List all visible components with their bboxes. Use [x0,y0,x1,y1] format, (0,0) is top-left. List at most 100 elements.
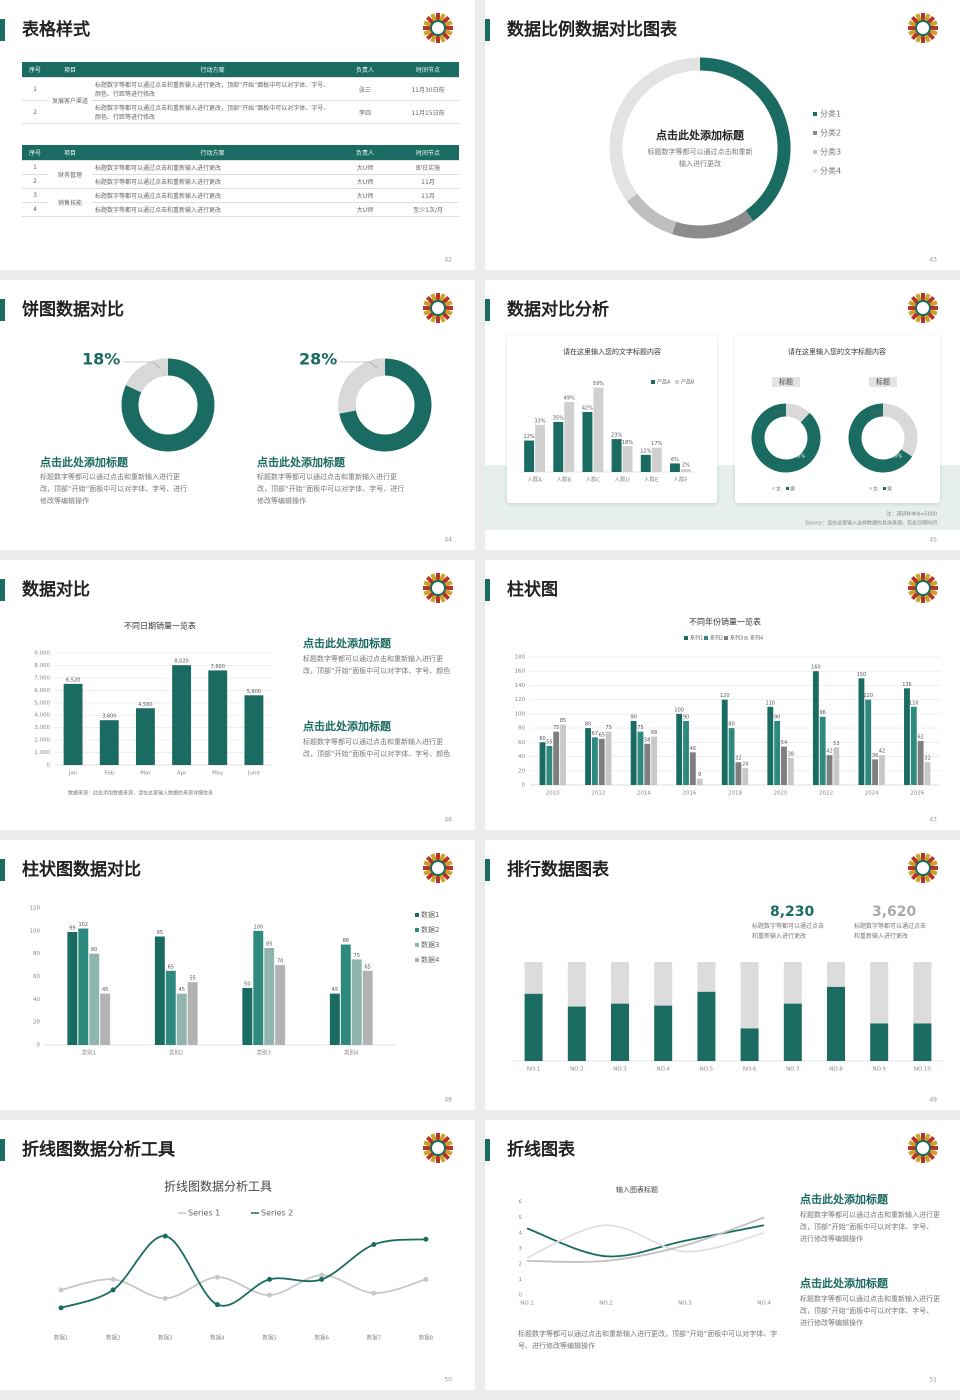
value-label: 160 [811,665,821,671]
bar [611,439,622,472]
cell: 大U师 [333,160,397,175]
value-label: 120 [720,693,730,699]
label-box [869,377,897,387]
chart-title: 请在这里输入您的文字标题内容 [563,347,661,356]
x-tick-label: May [212,771,224,777]
x-tick-label: NO.6 [743,1067,757,1073]
legend-label: 分类4 [820,166,841,176]
bar-segment [913,1023,932,1061]
logo [908,573,938,603]
bar [564,401,575,472]
value-label: 65 [364,964,370,970]
footnote: 数据来源：此处添加数据来源，请在这里输入数据的来源详细信息 [68,790,213,797]
x-tick-label: 人群E [644,476,659,484]
point [214,1274,220,1280]
x-tick-label: Apr [177,771,187,777]
x-tick-label: NO.10 [914,1067,931,1073]
y-tick-label: 40 [518,754,525,760]
value-label: 80 [728,722,734,728]
legend-swatch [684,636,688,640]
x-tick-label: 2024 [865,791,879,797]
x-tick-label: NO.1 [527,1067,540,1073]
x-tick-label: 人群A [527,476,542,484]
bar-segment [740,1028,759,1061]
legend-swatch [813,169,817,173]
bar [651,736,658,785]
slide-title: 柱状图数据对比 [22,859,141,880]
y-tick-label: 5,000 [34,700,50,706]
y-tick-label: 80 [33,951,40,957]
cell: 财务管理 [48,160,92,189]
page-number: 49 [929,1097,937,1104]
x-tick-label: Mar [140,771,151,777]
logo [908,13,938,43]
x-tick-label: 2014 [637,791,651,797]
point [110,1276,116,1282]
value-label: 75 [605,725,611,731]
bar [135,708,155,765]
bar [208,670,228,765]
logo-core [915,300,931,316]
cell: 标题数字等都可以通过点击和重新输入进行更改，顶部“开始”面板中可以对字体、字号、… [92,100,333,124]
cell: 标题数字等都可以通过点击和重新输入进行更改 [92,160,333,175]
logo [423,853,453,883]
bar [781,746,787,785]
y-tick-label: 100 [515,711,526,717]
y-tick-label: 5 [519,1215,523,1221]
value-label: 4,560 [138,702,152,708]
legend-swatch [704,636,708,640]
bar [100,993,111,1045]
logo [423,573,453,603]
bar [275,965,286,1045]
logo-core [915,20,931,36]
logo-core [430,1140,446,1156]
slide-title: 排行数据图表 [507,859,610,880]
x-tick-label: NO.5 [700,1067,714,1073]
x-tick-label: 2016 [682,791,696,797]
stat-value: 3,620 [872,904,917,920]
table-row: 2 标题数字等都可以通过点击和重新输入进行更改 大U师 11月 [22,174,459,189]
value-label: 46 [690,746,696,752]
heading: 点击此处添加标题 [257,456,345,469]
text: 标题数字等都可以通过点击和重新输入进行更改 [647,148,753,168]
value-label: 45 [179,987,185,993]
value-label: 65 [168,964,174,970]
point [423,1236,429,1242]
y-tick-label: 80 [518,726,525,732]
legend-label: 分类2 [820,128,841,138]
value-label: 54 [781,740,787,746]
bar [78,928,89,1045]
point [319,1276,325,1282]
slide: 数据对比 46 不同日期销量一览表 0 1,000 2,000 3,000 4,000 5,00… [0,560,475,830]
bar [735,762,742,785]
bar-segment [913,962,932,1024]
text: 标题数字等都可以通过点击和重新输入进行更改，顶部“开始”面板中可以对字体、字号、… [518,1330,778,1350]
bar [819,716,826,785]
slide-canvas: 数据对比 46 不同日期销量一览表 0 1,000 2,000 3,000 4,000 5,00… [0,573,453,824]
y-tick-label: 3,000 [34,725,50,731]
legend-label: 女 [873,486,878,493]
cell: 至少1次/月 [397,202,459,217]
x-tick-label: 类别4 [344,1049,359,1057]
heading: 点击此处添加标题 [656,129,744,142]
legend-swatch [883,487,886,490]
donut-segment [125,358,169,393]
value-label: 55 [546,739,552,745]
value-label: 2% [682,463,690,469]
x-tick-label: 数据2 [106,1334,121,1342]
x-tick-label: NO.2 [599,1301,612,1307]
y-tick-label: 20 [33,1020,40,1026]
x-tick-label: 数据6 [314,1334,329,1342]
page-number: 46 [444,817,452,824]
legend-swatch [786,487,789,490]
donut-segment [699,57,791,222]
legend-label: 产品B [681,379,695,386]
text: 标题数字等都可以通过点击和重新输入进行更改，顶部“开始”面板中可以对字体、字号、… [800,1211,940,1243]
page-number: 48 [444,1097,452,1104]
value-label: 18% [82,350,120,369]
x-tick-label: 人群D [614,476,629,484]
value-label: 75 [354,953,360,959]
data-table: 序号 项目 行动方案 负责人 时间节点 1 财务管理 标题数字等都可以通过点击和重新输入进行更… [22,145,459,217]
y-tick-label: 140 [515,683,526,689]
